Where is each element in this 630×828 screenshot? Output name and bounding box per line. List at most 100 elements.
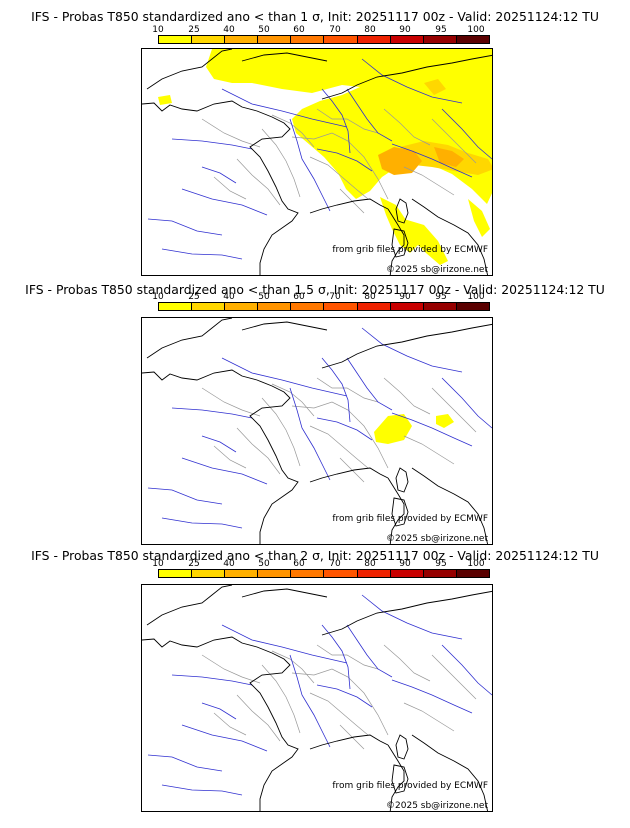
coastline [309, 734, 389, 750]
region-border [431, 654, 477, 700]
scale-swatch [192, 36, 226, 43]
scale-tick-label: 100 [467, 292, 485, 302]
scale-swatch [159, 570, 193, 577]
scale-tick-label: 70 [329, 559, 341, 569]
scale-tick-label: 10 [152, 292, 164, 302]
coastline [387, 744, 405, 811]
river-line [361, 327, 463, 373]
river-line [161, 248, 243, 260]
scale-tick-label: 90 [399, 559, 411, 569]
scale-tick-label: 10 [152, 559, 164, 569]
region-border [291, 132, 389, 200]
map-frame: from grib files provided by ECMWF ©2025 … [141, 48, 493, 276]
coastline [241, 321, 328, 331]
probability-area [206, 49, 492, 204]
coastline [411, 734, 489, 811]
color-scale: 10 25 40 50 60 70 80 90 95 100 [152, 559, 490, 581]
coastline [321, 590, 492, 636]
scale-swatch [456, 36, 489, 43]
scale-swatch [357, 36, 391, 43]
scale-tick-label: 60 [293, 559, 305, 569]
scale-tick-label: 90 [399, 25, 411, 35]
scale-swatch [225, 570, 259, 577]
coastline [142, 636, 299, 811]
probability-area [374, 414, 412, 444]
river-line [221, 357, 348, 397]
scale-swatch [159, 36, 193, 43]
scale-tick-label: 95 [435, 559, 447, 569]
scale-tick-label: 95 [435, 292, 447, 302]
scale-bar [158, 35, 490, 44]
river-line [289, 118, 331, 212]
probability-area [158, 95, 172, 105]
scale-swatch [357, 303, 391, 310]
scale-swatch [258, 303, 292, 310]
region-border [403, 166, 455, 196]
corsica-outline [395, 198, 409, 224]
river-line [171, 138, 253, 150]
river-line [346, 88, 393, 142]
river-line [441, 108, 492, 160]
region-border [316, 644, 379, 670]
region-border [213, 712, 247, 736]
river-line [161, 784, 243, 796]
scale-tick-label: 80 [364, 292, 376, 302]
scale-swatch [192, 570, 226, 577]
coastline [146, 49, 233, 90]
scale-swatch [291, 303, 325, 310]
river-line [181, 188, 268, 216]
scale-tick-label: 10 [152, 25, 164, 35]
color-scale: 10 25 40 50 60 70 80 90 95 100 [152, 25, 490, 47]
scale-tick-label: 80 [364, 25, 376, 35]
scale-swatch [456, 570, 489, 577]
coastline [309, 198, 389, 214]
river-line [147, 218, 223, 236]
coastline [411, 467, 489, 544]
region-border [261, 664, 301, 734]
scale-tick-label: 80 [364, 559, 376, 569]
scale-bar [158, 302, 490, 311]
region-border [271, 383, 315, 417]
coastline [146, 318, 233, 359]
scale-tick-label: 25 [188, 25, 200, 35]
copyright-credit: ©2025 sb@irizone.net [386, 265, 488, 275]
scale-swatch [423, 570, 457, 577]
river-line [361, 58, 463, 104]
scale-swatch [258, 570, 292, 577]
map-frame: from grib files provided by ECMWF ©2025 … [141, 317, 493, 545]
scale-swatch [324, 570, 358, 577]
scale-tick-label: 50 [258, 559, 270, 569]
river-line [221, 88, 348, 128]
coastline [321, 54, 492, 100]
region-border [261, 128, 301, 198]
coastline [146, 585, 233, 626]
scale-tick-label: 100 [467, 25, 485, 35]
coastline [309, 467, 389, 483]
river-line [321, 624, 351, 690]
river-line [441, 377, 492, 429]
scale-swatch [324, 303, 358, 310]
scale-swatch [291, 36, 325, 43]
region-border [383, 644, 431, 682]
scale-tick-label: 40 [223, 292, 235, 302]
scale-swatch [423, 303, 457, 310]
scale-swatch [390, 570, 424, 577]
region-border [383, 377, 431, 415]
river-line [289, 654, 331, 748]
probability-area [468, 199, 490, 237]
scale-tick-label: 70 [329, 25, 341, 35]
region-border [213, 176, 247, 200]
probability-area [378, 147, 422, 175]
region-border [309, 425, 369, 469]
river-line [391, 679, 473, 714]
scale-tick-label: 60 [293, 25, 305, 35]
scale-tick-label: 100 [467, 559, 485, 569]
region-border [271, 650, 315, 684]
coastline [387, 208, 405, 275]
scale-tick-label: 90 [399, 292, 411, 302]
scale-tick-label: 40 [223, 25, 235, 35]
region-border [403, 435, 455, 465]
river-line [147, 754, 223, 772]
region-border [339, 457, 365, 483]
river-line [181, 457, 268, 485]
